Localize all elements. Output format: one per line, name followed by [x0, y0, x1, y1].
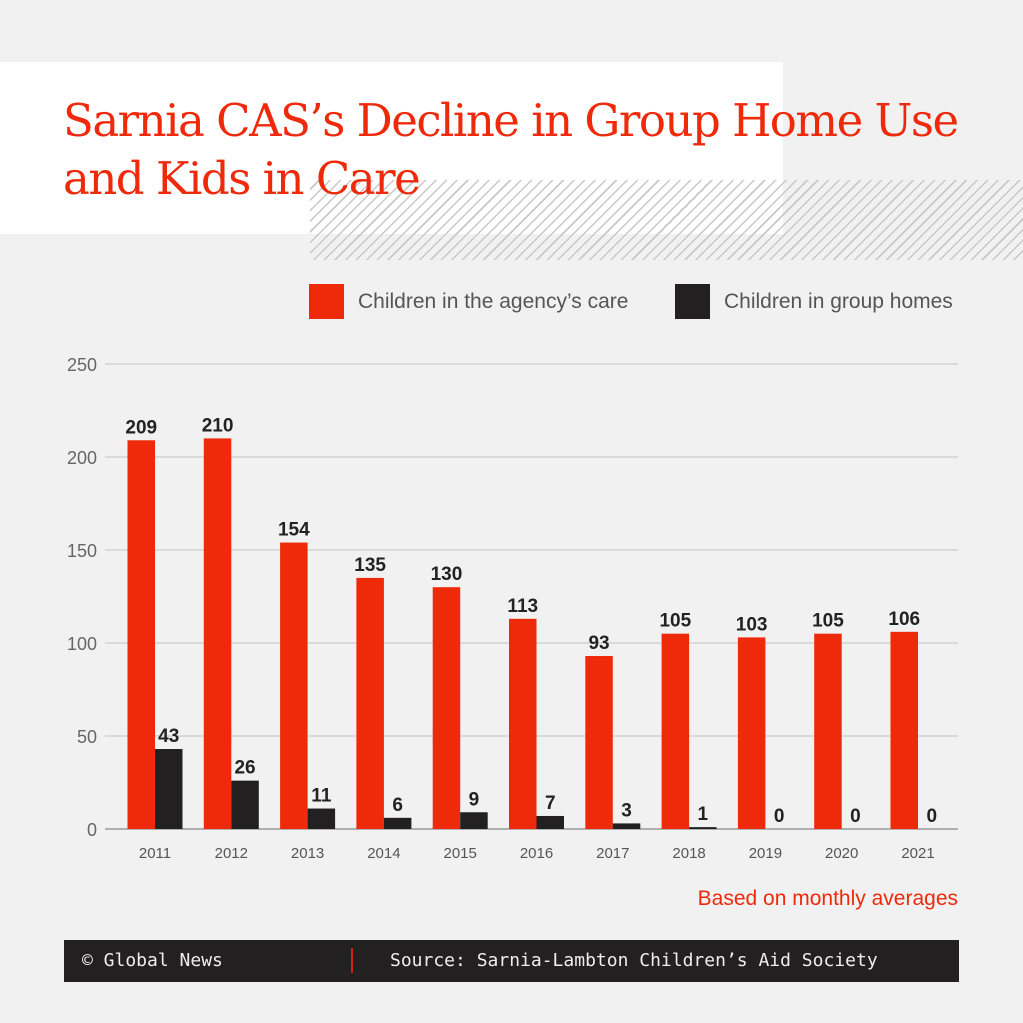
data-label: 113 [507, 596, 538, 617]
x-tick-label: 2014 [367, 845, 400, 862]
bar-agency-care [280, 542, 308, 829]
y-tick-label: 200 [67, 448, 97, 468]
bar-group-homes [155, 749, 183, 829]
bar-group-homes [383, 817, 412, 829]
bar-agency-care [814, 633, 842, 829]
data-label: 43 [158, 726, 179, 747]
data-label: 1 [698, 804, 709, 825]
data-label: 26 [234, 758, 255, 779]
data-label: 3 [621, 800, 632, 821]
hatch-decoration [310, 180, 1023, 260]
bar-group-homes [307, 808, 336, 829]
x-tick-label: 2021 [901, 845, 934, 862]
y-tick-label: 150 [67, 541, 97, 561]
y-tick-label: 100 [67, 634, 97, 654]
bar-agency-care [585, 656, 613, 829]
bar-agency-care [127, 440, 155, 829]
data-label: 7 [545, 793, 556, 814]
y-tick-label: 250 [67, 355, 97, 375]
x-tick-label: 2019 [749, 845, 782, 862]
footer-divider [351, 948, 353, 973]
data-label: 11 [311, 786, 332, 807]
data-label: 106 [888, 609, 920, 630]
x-tick-label: 2013 [291, 845, 324, 862]
bar-agency-care [737, 637, 766, 829]
footer-bar: © Global News Source: Sarnia-Lambton Chi… [64, 940, 959, 982]
bar-agency-care [661, 633, 690, 829]
x-tick-label: 2016 [520, 845, 553, 862]
data-label: 105 [812, 611, 844, 632]
x-tick-label: 2017 [596, 845, 629, 862]
data-label: 0 [850, 806, 861, 827]
copyright: © Global News [82, 950, 223, 971]
page-title: Sarnia CAS’s Decline in Group Home Use a… [63, 94, 959, 205]
data-label: 130 [431, 564, 463, 585]
data-label: 105 [659, 611, 691, 632]
bar-agency-care [203, 438, 232, 829]
data-label: 9 [469, 789, 480, 810]
x-tick-label: 2011 [139, 845, 171, 862]
bar-agency-care [356, 577, 384, 829]
data-label: 93 [588, 633, 609, 654]
bar-group-homes [689, 827, 717, 829]
bar-group-homes [612, 823, 641, 829]
x-tick-label: 2015 [444, 845, 477, 862]
data-label: 103 [736, 614, 768, 635]
x-tick-label: 2020 [825, 845, 858, 862]
data-label: 6 [392, 795, 403, 816]
bar-agency-care [432, 587, 461, 829]
data-label: 154 [278, 520, 310, 541]
legend-label: Children in the agency’s care [358, 289, 629, 313]
data-label: 209 [125, 417, 157, 438]
legend-item-group-homes: Children in group homes [675, 284, 953, 319]
data-label: 135 [354, 555, 386, 576]
bar-group-homes [536, 815, 564, 829]
y-tick-label: 0 [87, 820, 97, 840]
bar-agency-care [890, 631, 918, 829]
data-label: 210 [202, 415, 234, 436]
bar-agency-care [509, 618, 537, 829]
chart-note: Based on monthly averages [697, 887, 958, 910]
data-label: 0 [926, 806, 937, 827]
x-tick-label: 2012 [215, 845, 248, 862]
legend-swatch-red [309, 284, 344, 319]
legend-swatch-black [675, 284, 710, 319]
legend-label: Children in group homes [724, 289, 953, 313]
source-credit: Source: Sarnia-Lambton Children’s Aid So… [390, 950, 878, 971]
legend-item-agency-care: Children in the agency’s care [309, 284, 628, 319]
bar-group-homes [231, 780, 259, 829]
y-tick-label: 50 [77, 727, 97, 747]
x-tick-label: 2018 [672, 845, 705, 862]
data-label: 0 [774, 806, 785, 827]
bar-group-homes [460, 812, 488, 829]
